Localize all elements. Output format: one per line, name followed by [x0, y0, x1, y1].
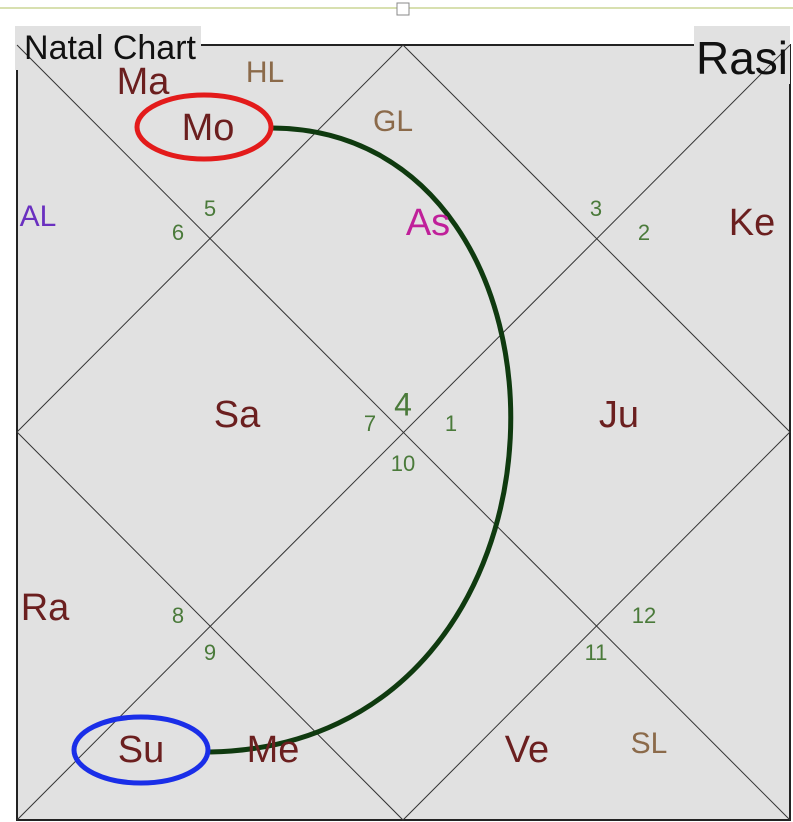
body-label: Ve: [505, 729, 549, 771]
body-label: GL: [373, 105, 413, 138]
body-label: AL: [20, 200, 57, 233]
body-label: Ra: [21, 587, 70, 629]
body-label: Me: [247, 729, 300, 771]
body-label: SL: [631, 727, 668, 760]
title-bg: [15, 26, 201, 70]
sun-highlight: [71, 714, 211, 786]
body-label: HL: [246, 56, 284, 89]
body-label: As: [406, 202, 450, 244]
house-number: 7: [364, 411, 376, 436]
house-number: 5: [204, 196, 216, 221]
title: Natal Chart: [24, 29, 197, 67]
body-label: Ma: [117, 61, 171, 103]
body-label: Ju: [599, 394, 639, 436]
body-label: Ke: [729, 202, 775, 244]
house-number: 3: [590, 196, 602, 221]
chart-name: Rasi: [696, 32, 788, 84]
house-number: 2: [638, 220, 650, 245]
house-number: 6: [172, 220, 184, 245]
house-number: 10: [391, 451, 415, 476]
handle: [396, 2, 410, 16]
body-label: Su: [118, 729, 164, 771]
house-number: 8: [172, 603, 184, 628]
body-label: Sa: [214, 394, 261, 436]
house-number: 1: [445, 411, 457, 436]
house-number: 9: [204, 640, 216, 665]
house-number: 11: [585, 640, 608, 665]
connector-arc: [209, 125, 514, 755]
chart-lines: [16, 44, 791, 821]
rasi-bg: [694, 26, 790, 84]
house-number: 12: [632, 603, 656, 628]
house-number: 4: [394, 386, 412, 422]
body-label: Mo: [182, 107, 235, 149]
moon-highlight: [134, 92, 274, 162]
